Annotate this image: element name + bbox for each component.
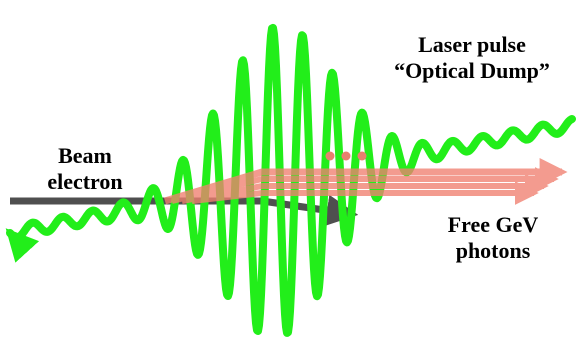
- free-photons-label-line1: Free GeV: [447, 212, 539, 237]
- ellipsis-dots: [325, 151, 367, 161]
- free-photons-label-line2: photons: [455, 238, 531, 263]
- photon-beam-2: [171, 167, 559, 204]
- beam-electron-track: [10, 194, 359, 226]
- beam-electron-label: Beam electron: [10, 143, 160, 195]
- ellipsis-dot: [357, 151, 367, 161]
- beam-electron-label-line2: electron: [47, 169, 123, 194]
- photon-beam-3: [181, 174, 549, 204]
- photon-beams: [163, 158, 568, 205]
- laser-pulse-label: Laser pulse “Optical Dump”: [372, 32, 572, 84]
- ellipsis-dot: [325, 151, 335, 161]
- beam-electron-label-line1: Beam: [58, 143, 112, 168]
- free-photons-label: Free GeV photons: [418, 212, 568, 264]
- laser-pulse-label-line1: Laser pulse: [418, 32, 526, 57]
- photon-beam-4: [191, 181, 539, 205]
- photon-beam-1: [163, 158, 568, 205]
- laser-pulse-wave: [5, 23, 576, 337]
- laser-pulse-label-line2: “Optical Dump”: [394, 58, 550, 83]
- laser-wave-path: [5, 23, 576, 337]
- ellipsis-dot: [341, 151, 351, 161]
